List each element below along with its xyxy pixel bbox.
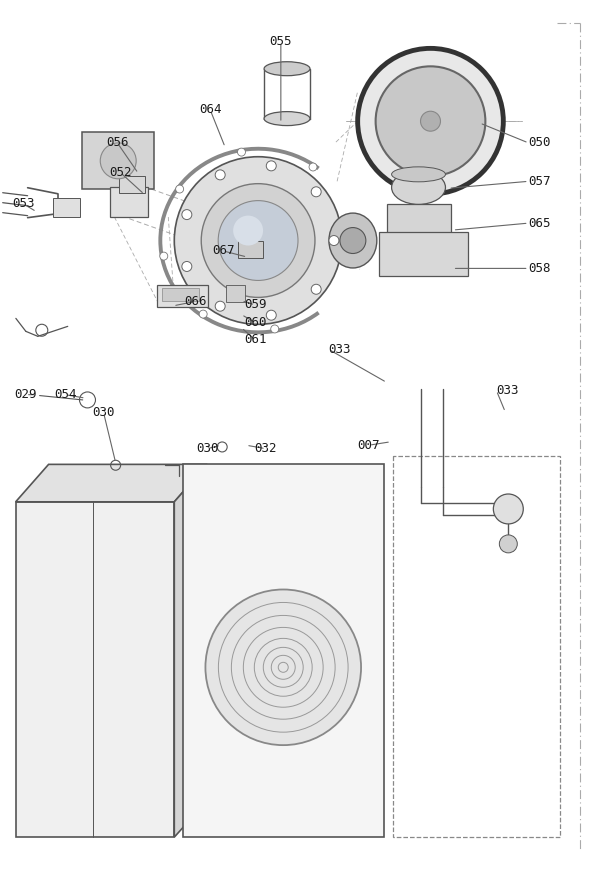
Text: 056: 056 [106,136,128,149]
FancyBboxPatch shape [379,232,469,277]
Text: 053: 053 [12,197,35,210]
Circle shape [215,301,225,311]
Circle shape [182,210,192,220]
Text: 032: 032 [254,443,277,455]
Circle shape [499,535,517,553]
Circle shape [176,185,184,193]
Circle shape [182,262,192,272]
FancyBboxPatch shape [82,133,154,189]
FancyBboxPatch shape [157,285,208,306]
Ellipse shape [392,170,445,204]
Circle shape [215,170,225,180]
Circle shape [266,161,276,171]
Text: 067: 067 [212,244,235,258]
Circle shape [100,143,136,179]
Circle shape [340,228,366,253]
Text: 050: 050 [529,136,551,149]
Ellipse shape [392,167,445,182]
Circle shape [233,216,263,245]
Text: 052: 052 [109,166,131,179]
Circle shape [160,252,168,260]
Text: 066: 066 [184,295,206,308]
Circle shape [238,148,245,156]
Text: 064: 064 [199,103,221,116]
Polygon shape [16,502,174,837]
Circle shape [311,285,321,294]
FancyBboxPatch shape [387,203,451,236]
Circle shape [493,494,523,524]
Text: 029: 029 [14,388,37,402]
Text: 057: 057 [529,175,551,188]
Text: 033: 033 [496,384,519,397]
Circle shape [271,325,279,333]
Circle shape [218,201,298,280]
Ellipse shape [264,112,310,126]
Ellipse shape [329,213,377,268]
Circle shape [266,310,276,320]
Text: 065: 065 [529,217,551,230]
Text: 060: 060 [244,316,266,329]
Circle shape [421,111,440,131]
Text: 033: 033 [329,343,351,356]
Text: 059: 059 [244,299,266,312]
Circle shape [376,66,485,176]
Text: 061: 061 [244,333,266,347]
FancyBboxPatch shape [238,241,263,258]
Text: 054: 054 [54,388,77,402]
Circle shape [309,163,317,171]
Text: 058: 058 [529,262,551,275]
Text: 030: 030 [92,407,115,420]
Circle shape [358,48,503,194]
Circle shape [199,310,207,318]
Circle shape [311,187,321,196]
Polygon shape [174,464,207,837]
FancyBboxPatch shape [119,176,145,193]
FancyBboxPatch shape [162,288,199,301]
FancyBboxPatch shape [53,197,80,217]
Circle shape [205,589,361,746]
FancyBboxPatch shape [110,187,148,217]
Text: 055: 055 [269,36,292,48]
Text: 030: 030 [196,443,218,455]
Polygon shape [183,464,384,837]
Ellipse shape [264,62,310,76]
FancyBboxPatch shape [226,285,245,302]
Polygon shape [16,464,207,502]
Circle shape [329,236,339,245]
Circle shape [174,157,342,325]
Text: 007: 007 [358,439,380,451]
Circle shape [201,183,315,298]
